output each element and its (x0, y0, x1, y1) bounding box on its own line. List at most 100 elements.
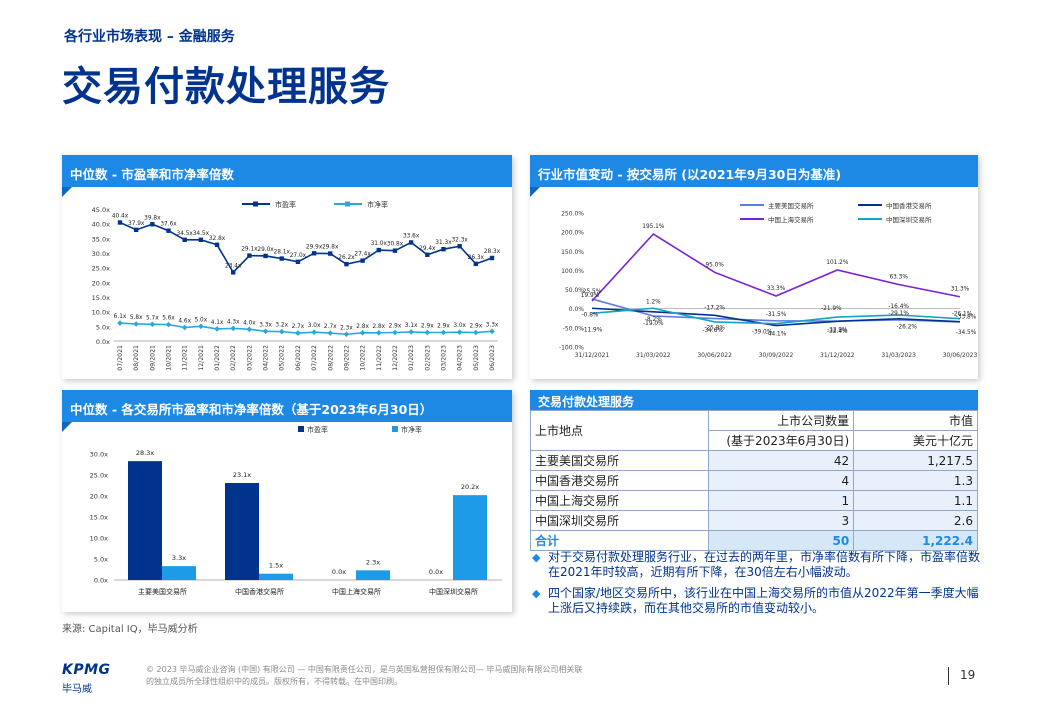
bar (225, 482, 259, 580)
data-point (246, 326, 253, 333)
data-point (311, 329, 317, 335)
y-tick-label: 20.0x (90, 493, 108, 501)
data-label: 37.9x (128, 221, 145, 227)
data-label: 28.1x (274, 250, 291, 256)
data-label: -39.0% (752, 330, 773, 336)
y-tick-label: 150.0% (561, 249, 584, 256)
data-label: -25.8% (704, 326, 725, 332)
data-label: -34.6% (702, 328, 723, 334)
source-note: 来源: Capital IQ，毕马威分析 (62, 624, 198, 635)
data-label: 31.3% (951, 287, 970, 293)
data-point (117, 320, 123, 326)
x-tick-label: 12/2021 (198, 345, 205, 371)
row-count: 1 (707, 490, 855, 511)
data-label: 2.9x (469, 323, 482, 329)
mcap-panel: 行业市值变动 - 按交易所 (以2021年9月30日为基准) -100.0% -5… (530, 155, 978, 379)
data-label: 3.3x (486, 322, 499, 328)
data-point (295, 259, 301, 264)
table-row: 中国香港交易所 4 1.3 (530, 470, 978, 491)
table-title: 交易付款处理服务 (530, 390, 978, 410)
data-point (375, 329, 382, 336)
y-tick-label: -100.0% (559, 345, 584, 352)
bullet-text: 对于交易付款处理服务行业，在过去的两年里，市净率倍数有所下降，市盈率倍数在202… (548, 550, 981, 579)
data-label: 23.4x (225, 263, 242, 269)
data-label: 4.1x (211, 320, 224, 326)
bar (128, 461, 162, 580)
data-label: 39.8x (144, 215, 161, 221)
data-label: 3.1x (405, 323, 418, 329)
y-tick-label: 5.0x (96, 323, 110, 331)
total-mcap: 1,222.4 (853, 530, 978, 551)
data-label: 3.3x (172, 554, 186, 562)
header-count-sub: (基于2023年6月30日) (707, 430, 855, 451)
y-tick-label: 25.0x (90, 472, 108, 480)
data-label: 30.8x (387, 242, 404, 248)
mcap-panel-title: 行业市值变动 - 按交易所 (以2021年9月30日为基准) (530, 155, 978, 197)
data-label: 95.0% (705, 262, 724, 268)
data-point (408, 329, 414, 335)
data-point (295, 330, 301, 336)
data-label: 31.3x (435, 240, 452, 246)
data-point (408, 240, 414, 245)
data-label: 26.3x (468, 255, 485, 261)
copyright-line: © 2023 毕马威企业咨询 (中国) 有限公司 — 中国有限责任公司，是与英国… (146, 665, 583, 674)
x-tick-label: 11/2022 (376, 345, 383, 371)
y-tick-label: 15.0x (90, 514, 108, 522)
x-tick-label: 30/09/2022 (759, 352, 794, 359)
data-label: 29.8x (322, 245, 339, 251)
data-label: 31.0x (371, 241, 388, 247)
x-tick-label: 03/2023 (440, 345, 447, 371)
pe-pb-panel: 中位数 - 市盈率和市净率倍数 0.0x 5.0x 10.0x 15.0x 20.0x 2… (62, 155, 512, 379)
data-label: 101.2% (826, 260, 849, 266)
data-label: 3.0x (453, 323, 466, 329)
copyright-note: © 2023 毕马威企业咨询 (中国) 有限公司 — 中国有限责任公司，是与英国… (146, 664, 666, 688)
data-label: 20.2x (461, 483, 479, 491)
x-tick-label: 08/2021 (133, 345, 140, 371)
row-count: 42 (707, 450, 855, 471)
data-label: 6.1x (114, 314, 127, 320)
data-label: 2.8x (356, 324, 369, 330)
data-point (165, 321, 172, 328)
data-point (230, 325, 237, 332)
table-total-row: 合计 50 1,222.4 (530, 530, 978, 551)
data-point (392, 329, 398, 336)
legend-label: 中国深圳交易所 (886, 215, 932, 224)
data-label: 3.3x (259, 322, 272, 328)
data-label: 2.7x (324, 324, 337, 330)
y-tick-label: 35.0x (92, 235, 110, 243)
data-label: 5.8x (130, 315, 143, 321)
data-point (117, 220, 123, 225)
data-point (214, 326, 220, 332)
data-point (311, 251, 317, 256)
data-point (344, 261, 349, 267)
series-line (119, 221, 493, 274)
y-tick-label: 0.0% (569, 306, 585, 313)
data-point (133, 321, 139, 327)
legend-marker (253, 201, 258, 207)
data-label: 5.0x (195, 317, 208, 323)
x-tick-label: 04/2022 (263, 345, 270, 371)
x-tick-label: 02/2023 (424, 345, 431, 371)
data-point (327, 330, 334, 336)
x-tick-label: 30/06/2022 (697, 352, 732, 359)
data-label: 1.5x (269, 562, 283, 570)
legend-marker (392, 426, 398, 432)
data-point (263, 253, 268, 259)
row-mcap: 1.1 (853, 490, 978, 511)
x-tick-label: 01/2022 (214, 345, 221, 371)
bullet-text: 四个国家/地区交易所中，该行业在中国上海交易所的市值从2022年第一季度大幅上涨… (548, 586, 979, 615)
data-point (214, 242, 220, 247)
data-label: -32.9% (827, 327, 848, 333)
data-label: -21.9% (821, 306, 842, 312)
data-label: -29.1% (888, 311, 909, 317)
data-label: -44.1% (766, 332, 787, 338)
legend-label: 市净率 (401, 425, 422, 434)
data-point (133, 227, 139, 233)
data-point (181, 324, 188, 331)
data-label: -8.2% (645, 317, 662, 323)
data-point (247, 253, 252, 258)
page-number: 19 (960, 668, 976, 682)
data-label: 2.7x (292, 324, 305, 330)
x-tick-label: 31/12/2022 (820, 352, 855, 359)
data-point (456, 329, 463, 335)
